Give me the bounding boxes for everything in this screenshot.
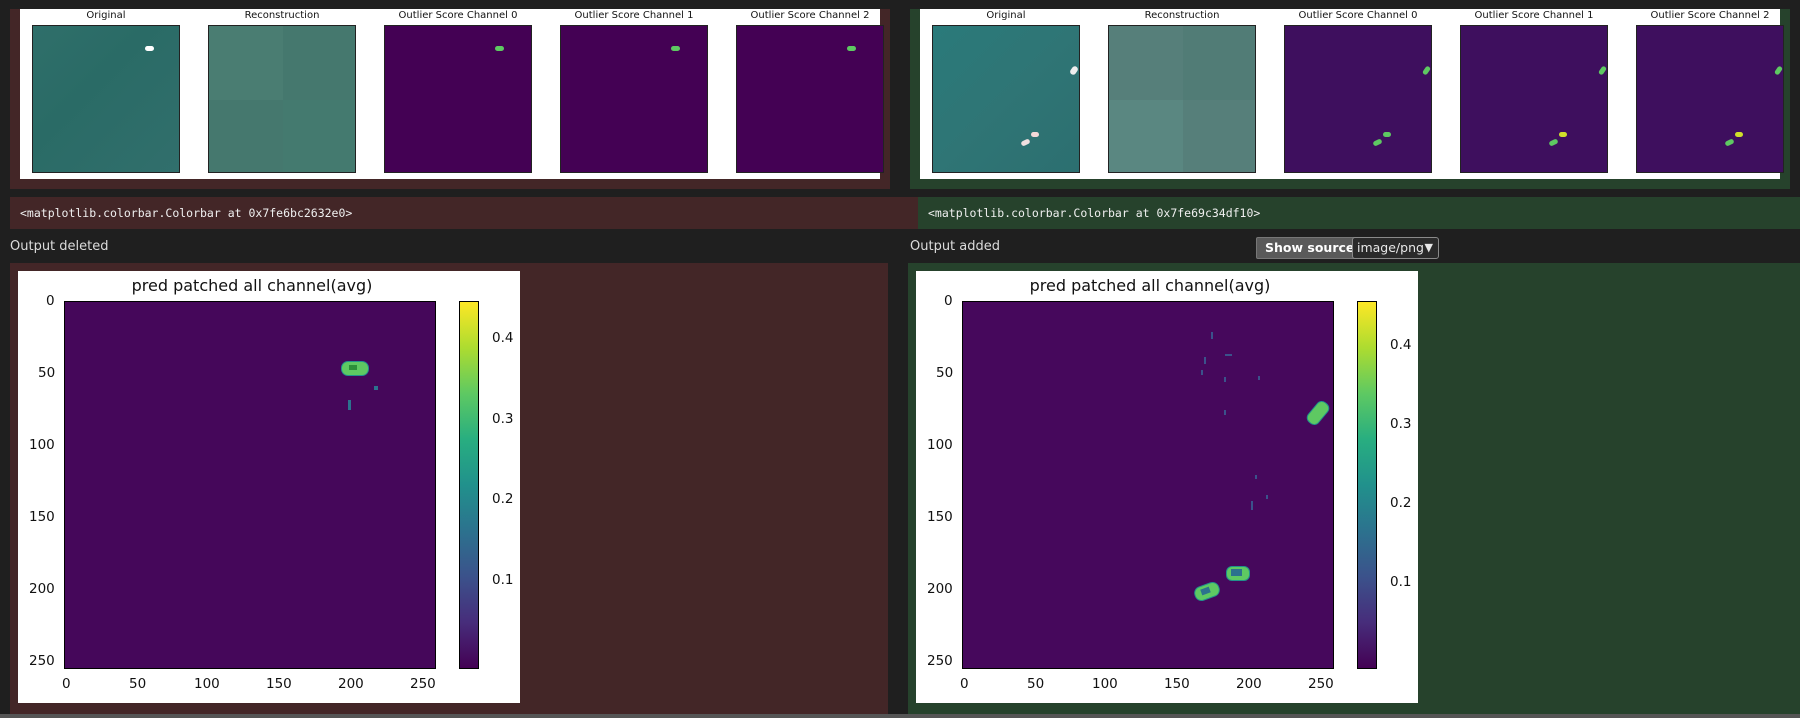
reconstruction-image (208, 25, 356, 173)
plot-title: pred patched all channel(avg) (131, 276, 373, 295)
colorbar-tick-label: 0.2 (492, 491, 514, 507)
outlier-map-2 (736, 25, 884, 173)
hotspot (1201, 370, 1203, 375)
added-figure: Original Reconstruction Outlier Score Ch… (920, 9, 1784, 179)
hotspot (348, 400, 351, 410)
mime-type-value: image/png (1357, 240, 1424, 255)
y-tick-label: 200 (29, 581, 55, 597)
thumb-title: Outlier Score Channel 0 (1298, 10, 1418, 21)
x-tick-label: 250 (1308, 676, 1334, 692)
original-sea-image (32, 25, 180, 173)
horizontal-scrollbar[interactable] (0, 714, 1800, 718)
show-source-button[interactable]: Show source (1256, 237, 1364, 259)
reconstruction-image (1108, 25, 1256, 173)
colorbar-tick-label: 0.3 (492, 411, 514, 427)
x-tick-label: 50 (1027, 676, 1045, 692)
added-plot-pane: pred patched all channel(avg) 0 50 100 1… (908, 263, 1800, 718)
y-tick-label: 150 (29, 509, 55, 525)
hotspot (1251, 501, 1253, 510)
added-plot: pred patched all channel(avg) 0 50 100 1… (916, 271, 1418, 703)
hotspot (1211, 332, 1213, 339)
outlier-map-0 (1284, 25, 1432, 173)
y-tick-label: 50 (936, 365, 954, 381)
y-tick-label: 200 (927, 581, 953, 597)
heatmap (64, 301, 436, 669)
x-tick-label: 0 (960, 676, 969, 692)
hotspot (1266, 495, 1268, 499)
hotspot (1204, 357, 1206, 364)
hotspot (349, 365, 357, 370)
x-tick-label: 250 (410, 676, 436, 692)
hotspot (1304, 398, 1332, 428)
thumb-title: Reconstruction (1144, 10, 1220, 21)
colorbar-tick-label: 0.1 (1390, 574, 1412, 590)
x-tick-label: 100 (1092, 676, 1118, 692)
thumb-title: Outlier Score Channel 2 (1650, 10, 1770, 21)
y-tick-label: 150 (927, 509, 953, 525)
mime-type-select[interactable]: image/png ▼ (1352, 237, 1439, 259)
y-tick-label: 0 (46, 293, 55, 309)
x-tick-label: 100 (194, 676, 220, 692)
colorbar-tick-label: 0.2 (1390, 495, 1412, 511)
hotspot (1224, 410, 1226, 415)
x-tick-label: 0 (62, 676, 71, 692)
deleted-figure-strip: Original Reconstruction Outlier Score Ch… (10, 9, 890, 189)
y-tick-label: 100 (927, 437, 953, 453)
y-tick-label: 250 (29, 653, 55, 669)
hotspot (1224, 377, 1226, 382)
x-tick-label: 150 (1164, 676, 1190, 692)
hotspot (374, 386, 378, 390)
thumb-title: Outlier Score Channel 0 (398, 10, 518, 21)
deleted-figure: Original Reconstruction Outlier Score Ch… (20, 9, 884, 179)
hotspot (1258, 376, 1260, 380)
outlier-map-2 (1636, 25, 1784, 173)
thumb-title: Original (986, 10, 1026, 21)
y-tick-label: 100 (29, 437, 55, 453)
outlier-map-1 (560, 25, 708, 173)
y-tick-label: 250 (927, 653, 953, 669)
colorbar-tick-label: 0.3 (1390, 416, 1412, 432)
thumb-title: Outlier Score Channel 1 (1474, 10, 1594, 21)
thumb-title: Original (86, 10, 126, 21)
thumb-title: Reconstruction (244, 10, 320, 21)
x-tick-label: 200 (1236, 676, 1262, 692)
colorbar-tick-label: 0.1 (492, 572, 514, 588)
deleted-plot-pane: pred patched all channel(avg) 0 50 100 1… (10, 263, 888, 718)
deleted-plot: pred patched all channel(avg) 0 50 100 1… (18, 271, 520, 703)
deleted-stdout-text: <matplotlib.colorbar.Colorbar at 0x7fe6b… (20, 206, 353, 220)
original-sea-image (932, 25, 1080, 173)
y-tick-label: 50 (38, 365, 56, 381)
colorbar-tick-label: 0.4 (1390, 337, 1412, 353)
thumb-title: Outlier Score Channel 2 (750, 10, 870, 21)
heatmap (962, 301, 1334, 669)
outlier-map-0 (384, 25, 532, 173)
added-stdout-row: <matplotlib.colorbar.Colorbar at 0x7fe69… (918, 197, 1800, 229)
added-stdout-text: <matplotlib.colorbar.Colorbar at 0x7fe69… (928, 206, 1261, 220)
thumb-title: Outlier Score Channel 1 (574, 10, 694, 21)
added-figure-strip: Original Reconstruction Outlier Score Ch… (910, 9, 1790, 189)
x-tick-label: 200 (338, 676, 364, 692)
y-tick-label: 0 (944, 293, 953, 309)
colorbar (1357, 301, 1377, 669)
outlier-map-1 (1460, 25, 1608, 173)
output-deleted-label: Output deleted (10, 239, 109, 254)
hotspot (1225, 354, 1232, 356)
chevron-down-icon: ▼ (1424, 241, 1433, 254)
plot-title: pred patched all channel(avg) (1029, 276, 1271, 295)
x-tick-label: 50 (129, 676, 147, 692)
deleted-stdout-row: <matplotlib.colorbar.Colorbar at 0x7fe6b… (10, 197, 920, 229)
colorbar (459, 301, 479, 669)
hotspot (1255, 475, 1257, 479)
x-tick-label: 150 (266, 676, 292, 692)
hotspot (1231, 569, 1242, 576)
colorbar-tick-label: 0.4 (492, 330, 514, 346)
output-added-label: Output added (910, 239, 1001, 254)
